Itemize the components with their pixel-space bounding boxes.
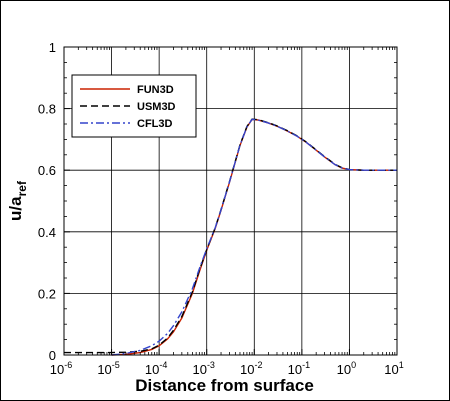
y-tick-label: 0.6 — [38, 163, 56, 178]
series-line-cfl3d — [111, 118, 397, 356]
x-tick-label: 10-6 — [50, 360, 72, 377]
series-line-usm3d — [64, 118, 397, 354]
y-axis-title-subscript: ref — [15, 180, 29, 196]
y-axis-title: u/aref — [6, 180, 29, 221]
y-tick-label: 1 — [49, 40, 56, 55]
legend: FUN3D USM3D CFL3D — [71, 74, 197, 138]
x-tick-label: 10-5 — [97, 360, 119, 377]
axis-ticks — [63, 46, 398, 356]
y-tick-label: 0.8 — [38, 102, 56, 117]
legend-box — [71, 74, 197, 138]
y-tick-labels: 0 0.2 0.4 0.6 0.8 1 — [38, 40, 56, 363]
x-tick-label: 10-4 — [145, 360, 167, 377]
x-tick-label: 10-2 — [240, 360, 262, 377]
x-axis-title: Distance from surface — [135, 376, 314, 395]
legend-label-cfl3d: CFL3D — [137, 118, 173, 130]
legend-label-usm3d: USM3D — [137, 101, 176, 113]
x-tick-label: 10-1 — [288, 360, 310, 377]
x-tick-labels: 10-6 10-5 10-4 10-3 10-2 10-1 100 101 — [50, 360, 404, 377]
y-tick-label: 0.2 — [38, 286, 56, 301]
x-tick-label: 101 — [384, 360, 403, 377]
y-tick-label: 0.4 — [38, 225, 56, 240]
x-tick-label: 100 — [337, 360, 356, 377]
y-tick-label: 0 — [49, 348, 56, 363]
y-axis-title-main: u/a — [6, 196, 25, 221]
legend-label-fun3d: FUN3D — [137, 84, 174, 96]
series-lines — [64, 118, 397, 356]
x-tick-label: 10-3 — [192, 360, 214, 377]
